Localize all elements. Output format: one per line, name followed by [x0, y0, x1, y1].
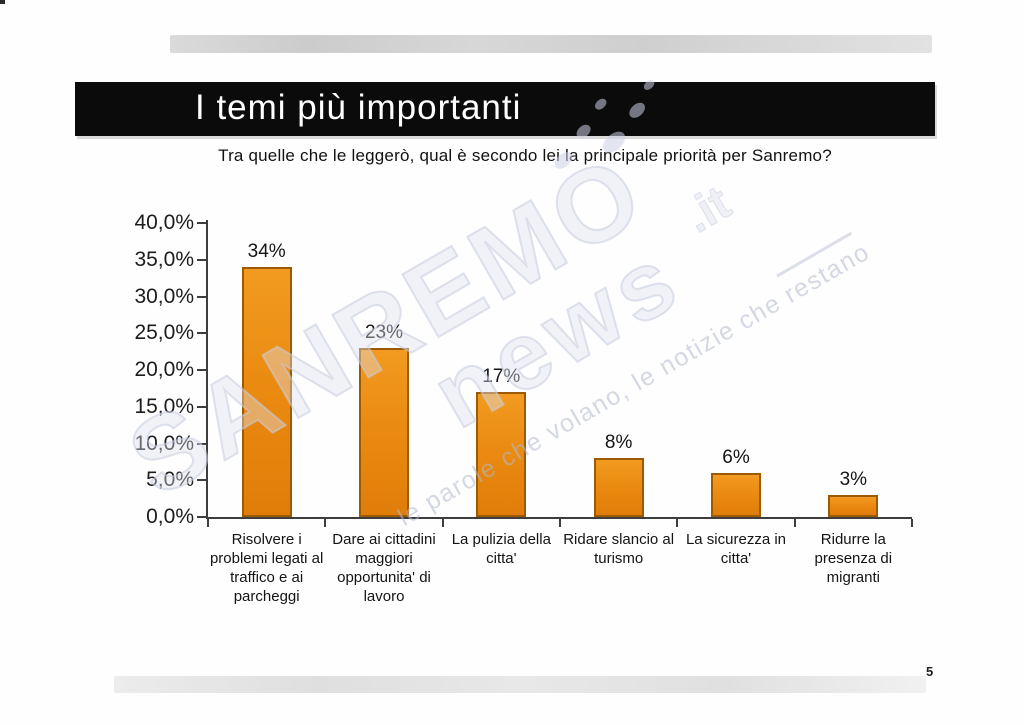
- y-axis-tick: [197, 258, 206, 261]
- bar-value-label: 34%: [247, 241, 286, 263]
- title-banner: I temi più importanti: [75, 82, 935, 136]
- bar-value-label: 17%: [482, 366, 521, 388]
- y-axis-tick-label: 40,0%: [134, 211, 194, 234]
- x-axis-tick: [442, 519, 444, 527]
- category-label: Ridare slancio al turismo: [563, 531, 675, 567]
- bar-value-label: 8%: [604, 432, 633, 454]
- bar-value-label: 23%: [364, 321, 403, 343]
- bar-5: [711, 472, 761, 517]
- x-axis-tick: [676, 519, 678, 527]
- x-axis-tick: [207, 519, 209, 527]
- x-axis-tick: [911, 519, 913, 527]
- y-axis-line: [206, 220, 208, 519]
- bar-6: [828, 494, 879, 517]
- scan-speck-artifact: [0, 0, 5, 4]
- category-label: Risolvere i problemi legati al traffico …: [209, 531, 324, 605]
- bar-1: [241, 267, 292, 517]
- bar-value-label: 3%: [839, 468, 868, 490]
- category-label: La pulizia della citta': [451, 531, 551, 567]
- y-axis-tick: [197, 516, 206, 518]
- y-axis-tick: [197, 405, 206, 408]
- y-axis-tick: [197, 369, 206, 371]
- x-axis-tick: [559, 519, 561, 527]
- x-axis-line: [206, 517, 912, 519]
- y-axis-tick: [197, 479, 206, 482]
- y-axis-tick-label: 30,0%: [134, 284, 194, 308]
- scan-artifact-bottom-band: [114, 676, 926, 693]
- y-axis-tick-label: 15,0%: [134, 394, 194, 418]
- y-axis-tick-label: 0,0%: [146, 505, 194, 528]
- category-label: La sicurezza in citta': [685, 531, 787, 567]
- category-label: Dare ai cittadini maggiori opportunita' …: [332, 531, 436, 605]
- y-axis-tick-label: 5,0%: [146, 468, 194, 492]
- bar-4: [593, 458, 644, 517]
- survey-question-subtitle: Tra quelle che le leggerò, qual è second…: [218, 146, 832, 165]
- page-title: I temi più importanti: [195, 88, 522, 127]
- x-axis-tick: [794, 519, 796, 527]
- y-axis-tick-label: 20,0%: [134, 358, 194, 381]
- y-axis-tick-label: 35,0%: [134, 247, 194, 271]
- y-axis-tick-label: 25,0%: [134, 321, 194, 345]
- scan-artifact-top-band: [170, 35, 932, 53]
- y-axis-tick-label: 10,0%: [134, 431, 194, 455]
- page-number: 5: [926, 664, 934, 679]
- x-axis-tick: [324, 519, 326, 527]
- y-axis-tick: [197, 222, 206, 224]
- category-label: Ridurre la presenza di migranti: [814, 531, 893, 586]
- bar-2: [359, 347, 409, 517]
- y-axis-tick: [197, 442, 206, 445]
- y-axis-tick: [197, 295, 206, 298]
- bar-3: [476, 392, 527, 517]
- bar-value-label: 6%: [722, 446, 750, 468]
- y-axis-tick: [197, 332, 206, 335]
